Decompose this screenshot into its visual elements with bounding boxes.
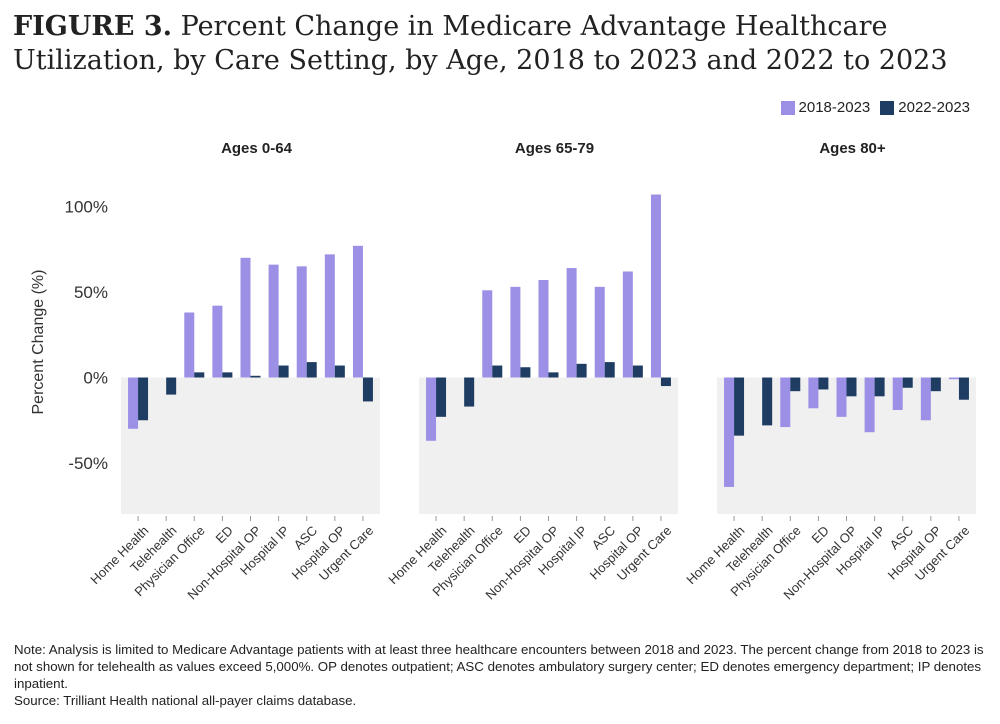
bar-ages-80-asc-2022-2023 bbox=[902, 377, 913, 388]
bar-ages-65-79-urgent-care-2022-2023 bbox=[660, 377, 671, 387]
chart-note: Note: Analysis is limited to Medicare Ad… bbox=[14, 641, 986, 709]
bar-ages-0-64-hospital-ip-2022-2023 bbox=[278, 365, 289, 378]
bar-ages-0-64-asc-2022-2023 bbox=[306, 362, 317, 378]
bar-ages-0-64-ed-2018-2023 bbox=[212, 305, 223, 378]
legend-item-2022-2023: 2022-2023 bbox=[880, 99, 970, 116]
note-text: Note: Analysis is limited to Medicare Ad… bbox=[14, 642, 984, 691]
bar-ages-65-79-urgent-care-2018-2023 bbox=[650, 194, 661, 378]
bar-ages-0-64-physician-office-2018-2023 bbox=[184, 312, 195, 378]
bar-ages-65-79-physician-office-2022-2023 bbox=[492, 365, 503, 378]
legend-label-2022-2023: 2022-2023 bbox=[898, 99, 970, 116]
panel-title-ages-65-79: Ages 65-79 bbox=[515, 140, 594, 157]
bar-ages-65-79-hospital-ip-2022-2023 bbox=[576, 363, 587, 378]
bar-ages-65-79-non-hospital-op-2022-2023 bbox=[548, 372, 559, 378]
bar-ages-80-hospital-ip-2018-2023 bbox=[864, 377, 875, 433]
bar-ages-80-urgent-care-2022-2023 bbox=[958, 377, 969, 400]
bar-ages-65-79-physician-office-2018-2023 bbox=[482, 290, 493, 378]
bar-ages-0-64-non-hospital-op-2022-2023 bbox=[250, 375, 261, 378]
y-axis-label: Percent Change (%) bbox=[30, 270, 47, 415]
bar-ages-80-hospital-op-2022-2023 bbox=[930, 377, 941, 392]
y-tick-label: 0% bbox=[83, 369, 108, 388]
legend-label-2018-2023: 2018-2023 bbox=[798, 99, 871, 116]
bar-ages-0-64-urgent-care-2022-2023 bbox=[362, 377, 373, 402]
chart-legend: 2018-2023 2022-2023 bbox=[771, 99, 970, 116]
bar-ages-80-physician-office-2022-2023 bbox=[790, 377, 801, 392]
bar-ages-80-non-hospital-op-2018-2023 bbox=[836, 377, 847, 417]
bar-ages-65-79-home-health-2022-2023 bbox=[436, 377, 447, 417]
bar-ages-65-79-ed-2018-2023 bbox=[510, 286, 521, 378]
bar-chart: Percent Change (%) -50% 0% 50% 100% Ages 0-64… bbox=[30, 140, 976, 602]
bar-ages-65-79-hospital-op-2018-2023 bbox=[622, 271, 633, 378]
bar-ages-80-asc-2018-2023 bbox=[892, 377, 903, 410]
bar-ages-0-64-non-hospital-op-2018-2023 bbox=[240, 257, 251, 378]
bar-ages-80-hospital-op-2018-2023 bbox=[920, 377, 931, 421]
bar-ages-80-urgent-care-2018-2023 bbox=[948, 377, 959, 380]
bar-ages-65-79-telehealth-2022-2023 bbox=[464, 377, 475, 407]
bar-ages-65-79-asc-2018-2023 bbox=[594, 286, 605, 378]
bar-ages-80-non-hospital-op-2022-2023 bbox=[846, 377, 857, 397]
legend-swatch-2018-2023 bbox=[780, 100, 795, 115]
figure-title: FIGURE 3. Percent Change in Medicare Adv… bbox=[13, 10, 988, 78]
bar-ages-80-ed-2022-2023 bbox=[818, 377, 829, 390]
bar-ages-65-79-hospital-op-2022-2023 bbox=[632, 365, 643, 378]
bar-ages-65-79-hospital-ip-2018-2023 bbox=[566, 268, 577, 378]
bar-ages-80-hospital-ip-2022-2023 bbox=[874, 377, 885, 397]
y-tick-label: 100% bbox=[65, 198, 108, 217]
bar-ages-65-79-home-health-2018-2023 bbox=[426, 377, 437, 441]
negative-region-ages-65-79 bbox=[419, 377, 678, 514]
figure-title-text: Percent Change in Medicare Advantage Hea… bbox=[13, 11, 948, 76]
bar-ages-0-64-asc-2018-2023 bbox=[296, 266, 307, 378]
legend-item-2018-2023: 2018-2023 bbox=[780, 99, 871, 116]
bar-ages-65-79-asc-2022-2023 bbox=[604, 362, 615, 378]
bar-ages-0-64-physician-office-2022-2023 bbox=[194, 372, 205, 378]
bar-ages-0-64-telehealth-2022-2023 bbox=[166, 377, 177, 395]
panel-title-ages-0-64: Ages 0-64 bbox=[221, 140, 293, 157]
source-text: Source: Trilliant Health national all-pa… bbox=[14, 693, 357, 708]
bar-ages-0-64-home-health-2018-2023 bbox=[128, 377, 139, 429]
legend-swatch-2022-2023 bbox=[880, 100, 895, 115]
bar-ages-0-64-ed-2022-2023 bbox=[222, 372, 233, 378]
bar-ages-0-64-hospital-op-2022-2023 bbox=[334, 365, 345, 378]
y-tick-label: -50% bbox=[68, 454, 108, 473]
bar-ages-80-home-health-2018-2023 bbox=[724, 377, 735, 487]
panel-title-ages-80: Ages 80+ bbox=[819, 140, 886, 157]
bar-ages-80-ed-2018-2023 bbox=[808, 377, 819, 409]
bar-ages-80-physician-office-2018-2023 bbox=[780, 377, 791, 428]
bar-ages-0-64-hospital-ip-2018-2023 bbox=[268, 264, 279, 378]
bar-ages-65-79-non-hospital-op-2018-2023 bbox=[538, 280, 549, 378]
bar-ages-0-64-urgent-care-2018-2023 bbox=[352, 245, 363, 378]
bar-ages-65-79-ed-2022-2023 bbox=[520, 367, 531, 378]
bar-ages-80-home-health-2022-2023 bbox=[734, 377, 745, 436]
bar-ages-0-64-home-health-2022-2023 bbox=[138, 377, 149, 421]
bar-ages-80-telehealth-2022-2023 bbox=[762, 377, 773, 426]
y-tick-label: 50% bbox=[74, 283, 108, 302]
negative-region-ages-0-64 bbox=[121, 377, 380, 514]
figure-label: FIGURE 3. bbox=[13, 11, 173, 42]
bar-ages-0-64-hospital-op-2018-2023 bbox=[324, 254, 335, 378]
